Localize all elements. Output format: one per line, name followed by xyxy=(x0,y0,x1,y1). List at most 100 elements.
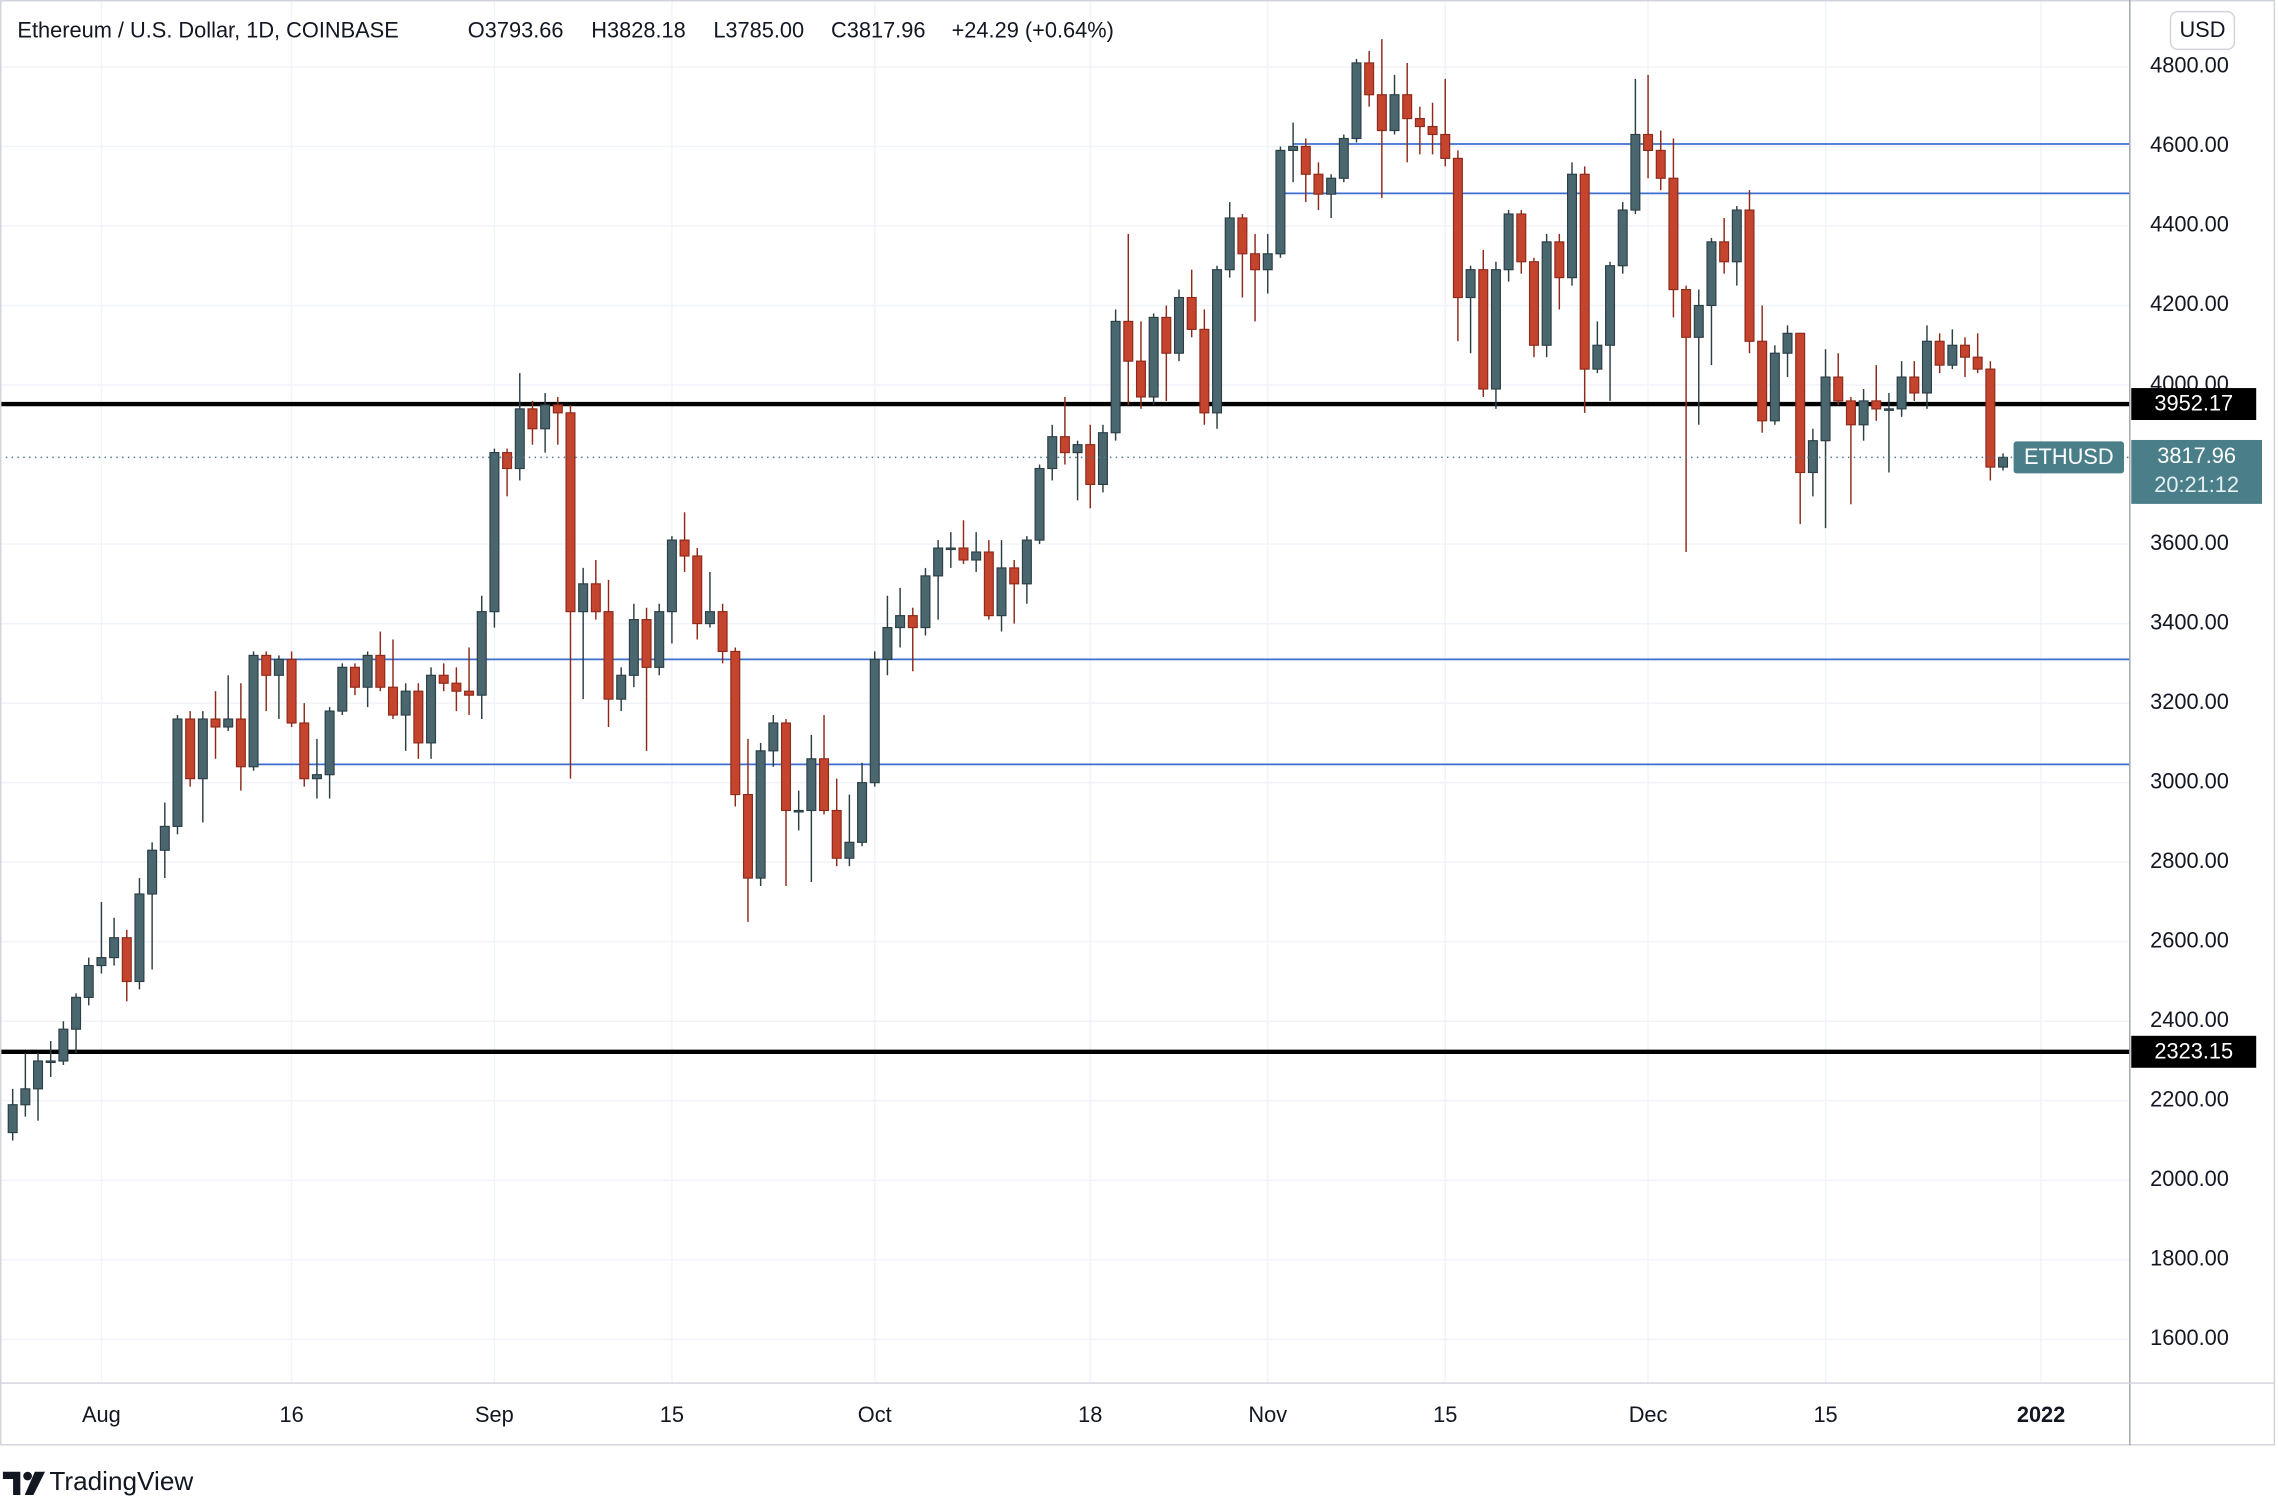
candle-body xyxy=(1528,261,1539,346)
candle-body xyxy=(1452,157,1463,299)
candle-body xyxy=(1072,444,1083,454)
candle-body xyxy=(172,718,183,827)
candle-body xyxy=(1617,209,1628,267)
key-level-box xyxy=(2131,1035,2257,1068)
candle-body xyxy=(1782,332,1793,354)
candle-body xyxy=(1389,94,1400,132)
countdown-label: 20:21:12 xyxy=(2154,472,2239,497)
candle-body xyxy=(552,404,563,414)
candle-body xyxy=(1643,133,1654,151)
x-tick-label: 18 xyxy=(1078,1402,1102,1427)
candle-body xyxy=(730,650,741,796)
y-tick-label: 4800.00 xyxy=(2150,53,2229,78)
candle-body xyxy=(337,666,348,712)
candle-body xyxy=(1021,539,1032,585)
candle-body xyxy=(1212,269,1223,414)
candle-body xyxy=(1909,376,1920,394)
candle-body xyxy=(1313,173,1324,195)
candle-body xyxy=(1402,94,1413,120)
candle-body xyxy=(1427,125,1438,136)
candle-body xyxy=(983,551,994,617)
candle-body xyxy=(654,611,665,668)
low-label: L3785.00 xyxy=(713,18,804,43)
candle-body xyxy=(476,611,487,696)
candle-body xyxy=(451,682,462,692)
candle-body xyxy=(45,1060,56,1064)
candle-body xyxy=(121,937,132,983)
candle-body xyxy=(1186,296,1197,330)
candle-body xyxy=(603,611,614,700)
candle-body xyxy=(1047,436,1058,470)
candle-body xyxy=(1744,209,1755,342)
close-label: C3817.96 xyxy=(831,18,925,43)
candle-body xyxy=(1833,376,1844,402)
candle-body xyxy=(628,619,639,676)
x-tick-label: 15 xyxy=(660,1402,684,1427)
y-tick-label: 3200.00 xyxy=(2150,689,2229,714)
candle-body xyxy=(1630,133,1641,211)
candle-body xyxy=(1148,316,1159,398)
candle-body xyxy=(1237,217,1248,255)
currency-label[interactable]: USD xyxy=(2179,17,2225,42)
y-tick-label: 2200.00 xyxy=(2150,1087,2229,1112)
symbol-box xyxy=(2013,441,2125,474)
change-label: +24.29 (+0.64%) xyxy=(952,18,1114,43)
y-tick-label: 3000.00 xyxy=(2150,768,2229,793)
candle-body xyxy=(1592,344,1603,370)
candle-body xyxy=(933,547,944,577)
candle-body xyxy=(692,555,703,625)
candle-body xyxy=(1985,368,1996,468)
candle-body xyxy=(857,782,868,843)
candle-body xyxy=(1706,241,1717,307)
currency-box[interactable] xyxy=(2169,10,2236,51)
candle-body xyxy=(109,937,120,959)
candle-body xyxy=(311,774,322,780)
key-level-label: 2323.15 xyxy=(2154,1038,2233,1063)
candle-body xyxy=(147,849,158,895)
candle-body xyxy=(1059,436,1070,454)
candle-body xyxy=(907,615,918,629)
y-tick-label: 4200.00 xyxy=(2150,291,2229,316)
candle-body xyxy=(1769,352,1780,422)
candle-body xyxy=(83,964,94,998)
candle-body xyxy=(742,793,753,879)
candle-body xyxy=(489,452,500,613)
y-tick-label: 2800.00 xyxy=(2150,848,2229,873)
candle-body xyxy=(349,666,360,688)
candle-body xyxy=(1883,408,1894,411)
x-tick-label: Oct xyxy=(858,1402,892,1427)
candle-body xyxy=(1490,269,1501,390)
candle-body xyxy=(464,690,475,696)
candle-body xyxy=(1262,253,1273,271)
candle-body xyxy=(755,750,766,879)
symbol-label: ETHUSD xyxy=(2024,444,2114,469)
candle-body xyxy=(844,841,855,859)
candle-body xyxy=(819,758,830,812)
candle-body xyxy=(1478,269,1489,390)
candle-body xyxy=(1465,269,1476,299)
y-tick-label: 2400.00 xyxy=(2150,1007,2229,1032)
candle-body xyxy=(33,1060,44,1090)
candle-body xyxy=(1554,241,1565,279)
candle-body xyxy=(324,710,335,776)
candle-body xyxy=(971,551,982,561)
candle-body xyxy=(362,654,373,688)
y-tick-label: 1800.00 xyxy=(2150,1246,2229,1271)
candle-body xyxy=(1135,360,1146,398)
candle-body xyxy=(1123,320,1134,362)
x-tick-label: Nov xyxy=(1248,1402,1287,1427)
candle-body xyxy=(717,611,728,653)
candle-body xyxy=(1161,316,1172,354)
candle-body xyxy=(565,412,576,613)
candle-body xyxy=(1414,118,1425,128)
candle-body xyxy=(413,690,424,744)
candle-body xyxy=(1338,137,1349,179)
y-tick-label: 1600.00 xyxy=(2150,1325,2229,1350)
candle-body xyxy=(210,718,221,728)
candle-body xyxy=(806,758,817,812)
candle-body xyxy=(1516,213,1527,263)
candle-body xyxy=(502,452,513,470)
candle-body xyxy=(1566,173,1578,279)
